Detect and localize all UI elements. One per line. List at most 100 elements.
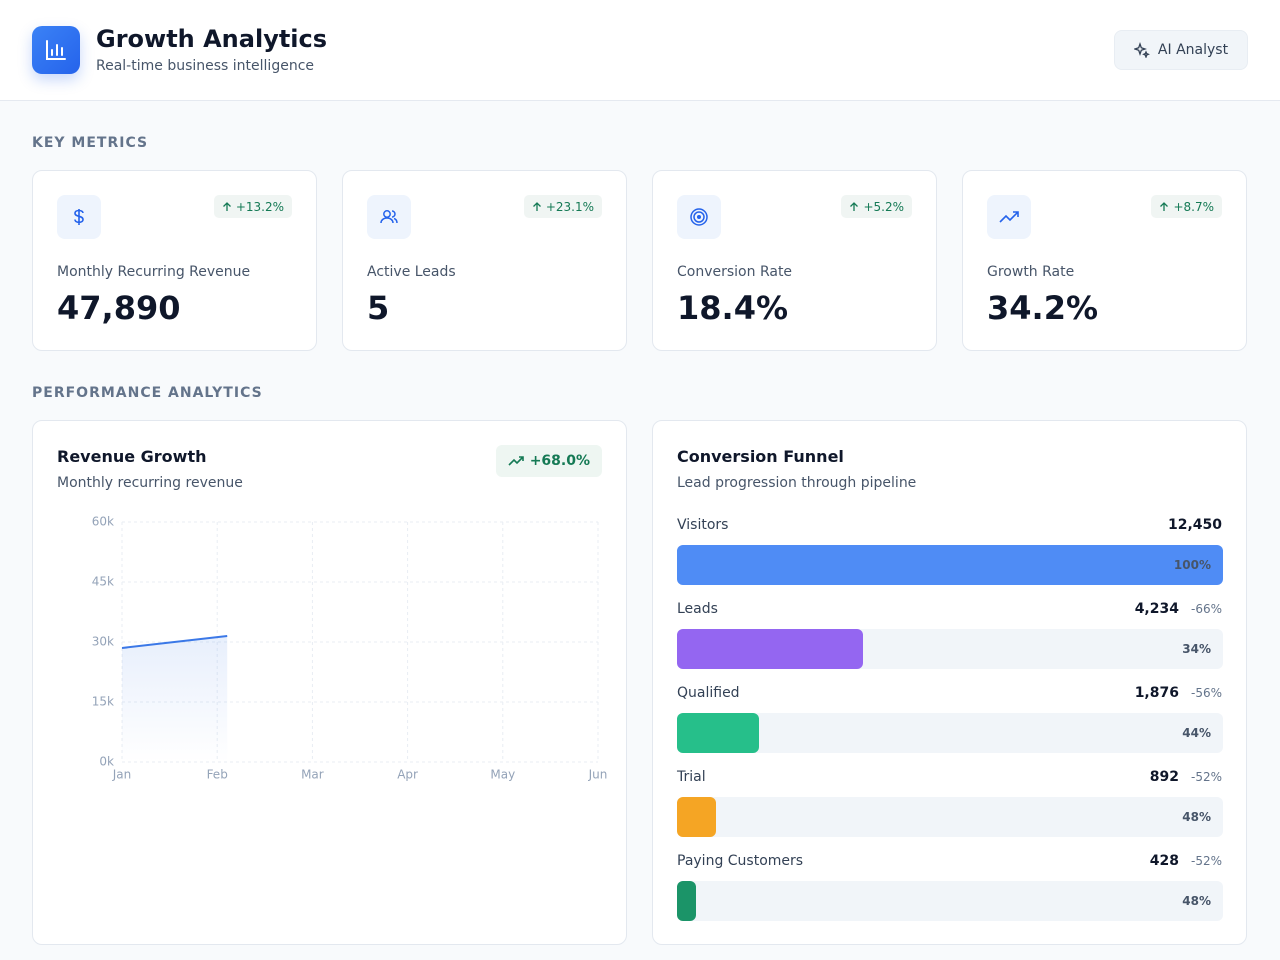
ai-analyst-button[interactable]: AI Analyst — [1114, 30, 1248, 70]
change-value: +23.1% — [545, 199, 594, 214]
x-tick-label: Jan — [112, 768, 132, 782]
x-tick-label: Mar — [301, 768, 324, 782]
change-badge: +13.2% — [213, 195, 292, 218]
metric-icon — [57, 195, 101, 239]
metric-card: +13.2% Monthly Recurring Revenue 47,890 — [32, 170, 317, 351]
metric-card: +23.1% Active Leads 5 — [342, 170, 627, 351]
x-tick-label: Feb — [207, 768, 228, 782]
metric-value: 47,890 — [57, 289, 181, 327]
metric-icon — [987, 195, 1031, 239]
stage-name: Visitors — [677, 517, 729, 533]
y-tick-label: 60k — [92, 515, 114, 529]
bar-track: 100% — [677, 545, 1223, 585]
area — [122, 636, 228, 762]
metric-icon — [367, 195, 411, 239]
funnel-card: Conversion Funnel Lead progression throu… — [652, 420, 1247, 945]
stage-rate: 34% — [1182, 642, 1211, 656]
logo — [32, 26, 80, 74]
sparkle-icon — [1133, 42, 1150, 58]
badge-value: +68.0% — [529, 453, 590, 469]
stage-stats: 12,450 — [1168, 517, 1222, 533]
metric-label: Conversion Rate — [677, 264, 793, 280]
change-value: +8.7% — [1173, 199, 1214, 214]
stage-stats: 4,234 -66% — [1135, 601, 1222, 617]
x-tick-label: May — [490, 768, 515, 782]
metric-card: +5.2% Conversion Rate 18.4% — [652, 170, 937, 351]
icon — [690, 208, 708, 226]
stage-count: 428 — [1149, 853, 1179, 869]
line-chart: 0k 15k 30k 45k 60k Jan Feb Mar Apr May Jun — [92, 515, 608, 782]
chart-title: Revenue Growth — [57, 447, 207, 466]
change-badge: +23.1% — [523, 195, 602, 218]
arrow-up — [850, 201, 859, 211]
bar-track: 34% — [677, 629, 1223, 669]
x-tick-label: Apr — [397, 768, 418, 782]
app-subtitle: Real-time business intelligence — [96, 58, 314, 74]
y-tick-label: 15k — [92, 695, 114, 709]
revenue-card: Revenue Growth Monthly recurring revenue… — [32, 420, 627, 945]
stage-count: 4,234 — [1134, 601, 1179, 617]
metric-value: 18.4% — [677, 289, 789, 327]
stage-count: 892 — [1149, 769, 1179, 785]
bar-track: 48% — [677, 881, 1223, 921]
button-label: AI Analyst — [1157, 42, 1229, 58]
stage-change: -52% — [1190, 770, 1222, 784]
icon — [999, 211, 1019, 223]
change-value: +13.2% — [235, 199, 284, 214]
funnel-bar — [677, 629, 863, 669]
stage-change: -52% — [1190, 854, 1222, 868]
stage-count: 1,876 — [1134, 685, 1179, 701]
bar-track: 48% — [677, 797, 1223, 837]
stage-rate: 44% — [1182, 726, 1211, 740]
funnel-bar — [677, 881, 696, 921]
app-title: Growth Analytics — [96, 25, 328, 53]
icon — [74, 209, 84, 225]
arrow-up — [222, 201, 231, 211]
x-tick-label: Jun — [588, 768, 608, 782]
icon — [380, 210, 398, 224]
funnel-bar — [677, 545, 1223, 585]
stage-name: Leads — [677, 601, 718, 617]
change-badge: +5.2% — [841, 195, 912, 218]
logo-icon — [46, 40, 66, 60]
metric-label: Monthly Recurring Revenue — [57, 264, 251, 280]
metric-label: Growth Rate — [987, 264, 1075, 280]
stage-rate: 48% — [1182, 810, 1211, 824]
growth-badge: +68.0% — [495, 445, 602, 477]
stage-name: Paying Customers — [677, 853, 804, 869]
metric-icon — [677, 195, 721, 239]
trend-icon — [508, 456, 524, 466]
arrow-up — [1160, 201, 1169, 211]
stage-stats: 892 -52% — [1150, 769, 1222, 785]
chart-subtitle: Monthly recurring revenue — [57, 475, 243, 491]
section-title: KEY METRICS — [32, 135, 149, 151]
stage-change: -66% — [1190, 602, 1222, 616]
change-badge: +8.7% — [1151, 195, 1222, 218]
stage-name: Qualified — [677, 685, 740, 701]
stage-change: -56% — [1190, 686, 1222, 700]
y-tick-label: 30k — [92, 635, 114, 649]
stage-rate: 100% — [1173, 558, 1211, 572]
funnel-title: Conversion Funnel — [677, 447, 844, 466]
stage-count: 12,450 — [1167, 517, 1222, 533]
arrow-up — [532, 201, 541, 211]
stage-stats: 428 -52% — [1150, 853, 1222, 869]
funnel-bar — [677, 713, 760, 753]
bar-track: 44% — [677, 713, 1223, 753]
funnel-subtitle: Lead progression through pipeline — [677, 475, 917, 491]
metric-label: Active Leads — [367, 264, 456, 280]
stage-stats: 1,876 -56% — [1135, 685, 1222, 701]
y-tick-label: 0k — [99, 755, 114, 769]
change-value: +5.2% — [863, 199, 904, 214]
stage-rate: 48% — [1182, 894, 1211, 908]
y-tick-label: 45k — [92, 575, 114, 589]
section-title: PERFORMANCE ANALYTICS — [32, 385, 263, 401]
header: Growth Analytics Real-time business inte… — [0, 0, 1280, 101]
metric-value: 5 — [367, 289, 390, 327]
stage-name: Trial — [677, 769, 706, 785]
line — [121, 635, 228, 649]
metric-card: +8.7% Growth Rate 34.2% — [962, 170, 1247, 351]
metric-value: 34.2% — [987, 289, 1099, 327]
funnel-bar — [677, 797, 717, 837]
